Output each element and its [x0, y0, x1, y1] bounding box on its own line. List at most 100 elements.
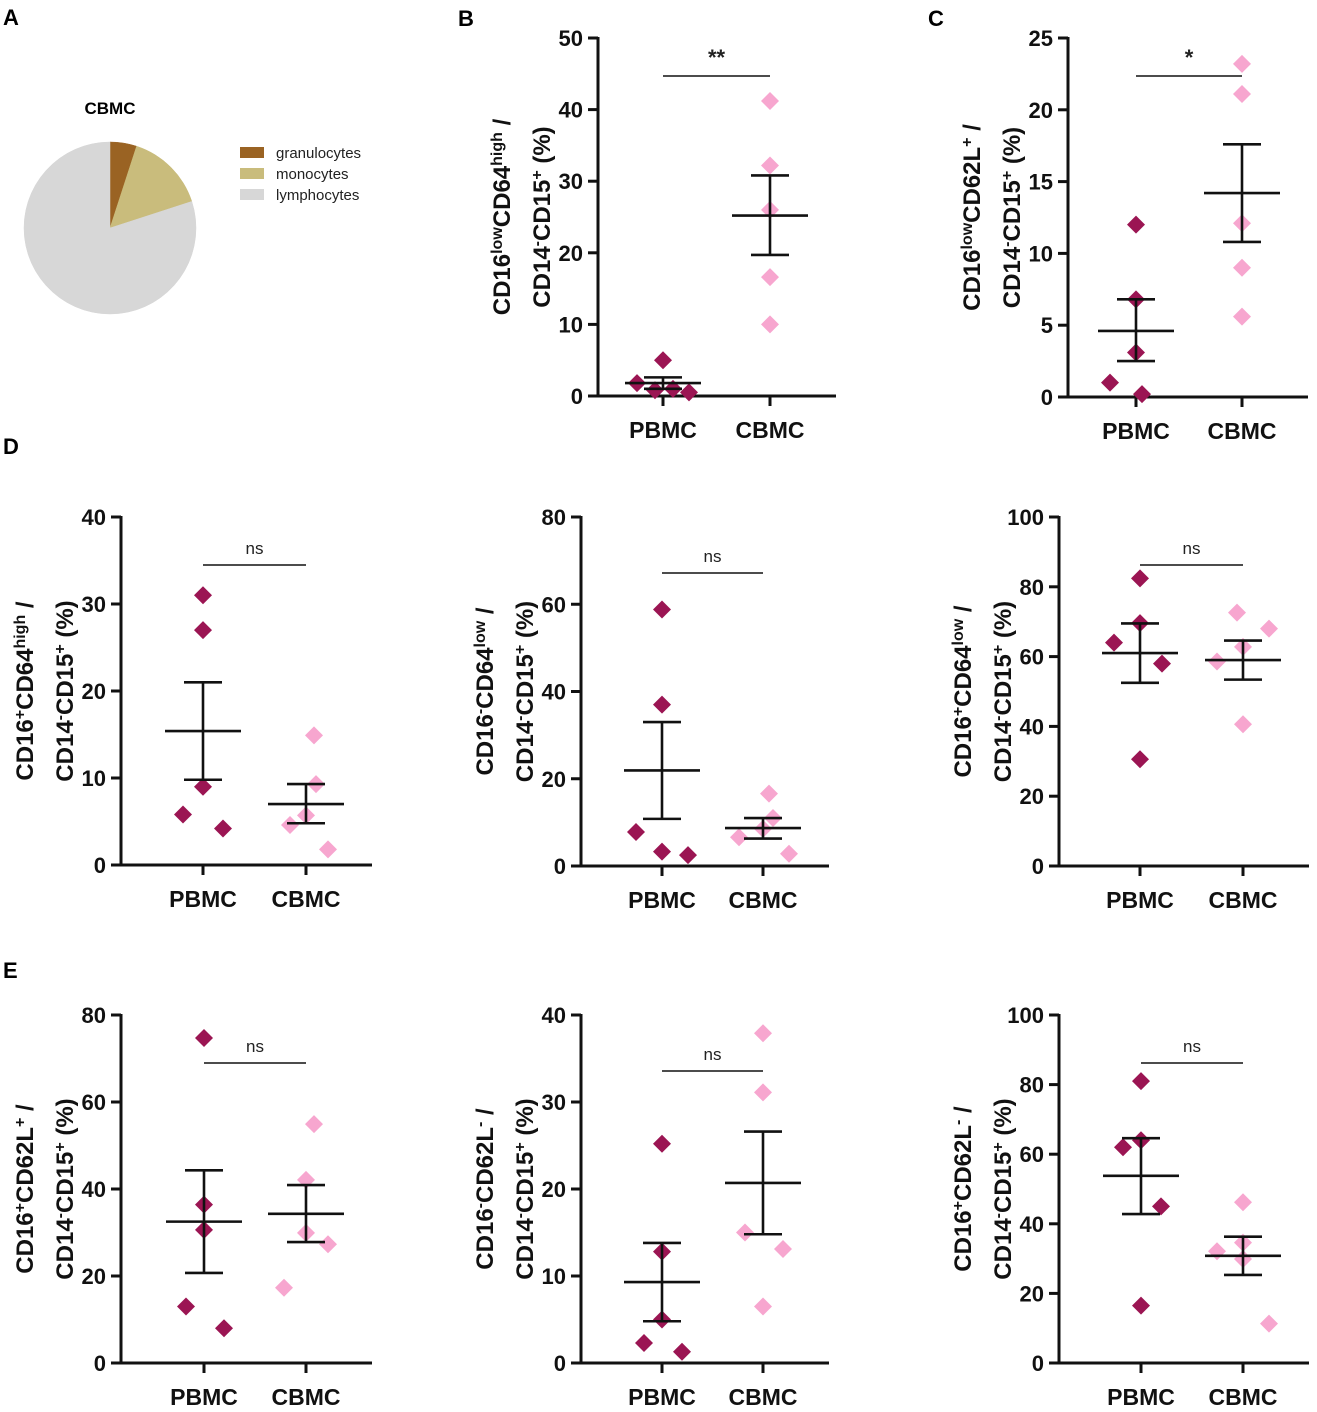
- y-tick-label: 10: [559, 312, 583, 337]
- data-point-pbmc: [635, 1333, 653, 1352]
- legend-swatch-lymphocytes: [240, 189, 264, 200]
- y-axis-label-line: CD14-CD15+ (%): [999, 127, 1027, 308]
- y-axis-label-part: low: [950, 618, 967, 645]
- x-tick-label: PBMC: [1107, 1384, 1175, 1410]
- pie-slice-lymphocytes: [23, 141, 197, 315]
- significance-label: **: [708, 45, 726, 70]
- y-axis-label-part: CD16: [472, 1208, 499, 1269]
- legend-swatch-monocytes: [240, 168, 264, 179]
- y-axis-label-part: CD15: [52, 654, 79, 715]
- data-point-cbmc: [305, 1115, 323, 1134]
- data-point-pbmc: [1101, 373, 1119, 392]
- y-axis-label-part: low: [472, 620, 489, 647]
- y-axis-label-part: +: [512, 1142, 529, 1151]
- y-axis-label-line: CD16-CD62L- /: [472, 1108, 500, 1270]
- x-tick-label: PBMC: [628, 1384, 696, 1410]
- y-axis-label-line: CD14-CD15+ (%): [52, 600, 80, 781]
- data-point-cbmc: [1260, 619, 1278, 638]
- y-axis-label-part: -: [472, 1122, 489, 1127]
- data-point-cbmc: [754, 1024, 772, 1043]
- y-axis-label-part: +: [529, 170, 546, 179]
- x-tick-label: CBMC: [1208, 418, 1277, 444]
- y-tick-label: 40: [1020, 1212, 1044, 1237]
- y-tick-label: 40: [542, 1003, 566, 1028]
- y-axis-label-part: -: [990, 716, 1007, 721]
- data-point-pbmc: [627, 822, 645, 841]
- data-point-cbmc: [761, 156, 779, 175]
- data-point-pbmc: [1105, 633, 1123, 652]
- data-point-pbmc: [195, 1029, 213, 1048]
- y-tick-label: 10: [542, 1264, 566, 1289]
- y-tick-label: 40: [559, 98, 583, 123]
- y-tick-label: 25: [1029, 26, 1053, 51]
- y-axis-label-part: +: [512, 645, 529, 654]
- y-tick-label: 80: [1020, 575, 1044, 600]
- x-tick-label: PBMC: [1106, 887, 1174, 913]
- y-axis-label-part: /: [472, 607, 499, 621]
- x-tick-label: CBMC: [272, 1384, 341, 1410]
- y-axis-label-part: CD64: [489, 165, 516, 227]
- data-point-cbmc: [761, 315, 779, 334]
- y-axis-label-line: CD14-CD15+ (%): [512, 1098, 540, 1279]
- y-tick-label: 20: [559, 241, 583, 266]
- data-point-pbmc: [680, 383, 698, 402]
- y-axis-label-part: CD15: [990, 654, 1017, 715]
- y-axis-label-part: CD14: [990, 1218, 1017, 1280]
- x-tick-label: PBMC: [1102, 418, 1170, 444]
- y-axis-label-part: +: [52, 1142, 69, 1151]
- y-tick-label: 20: [542, 1177, 566, 1202]
- y-axis-label-part: (%): [990, 601, 1017, 645]
- y-tick-label: 0: [571, 384, 583, 409]
- panel-label: D: [3, 434, 19, 459]
- pie-chart: A CBMC granulocytes monocytes lymphocytes: [3, 5, 361, 315]
- y-axis-label-part: (%): [529, 126, 556, 170]
- data-point-cbmc: [754, 1297, 772, 1316]
- y-tick-label: 0: [94, 1351, 106, 1376]
- legend-label-monocytes: monocytes: [276, 166, 349, 183]
- data-point-cbmc: [1208, 1242, 1226, 1261]
- legend-label-lymphocytes: lymphocytes: [276, 187, 359, 204]
- y-tick-label: 0: [1032, 854, 1044, 879]
- data-point-cbmc: [1208, 652, 1226, 671]
- x-tick-label: CBMC: [1209, 1384, 1278, 1410]
- data-point-cbmc: [1260, 1314, 1278, 1333]
- y-tick-label: 60: [1020, 1142, 1044, 1167]
- data-point-pbmc: [679, 846, 697, 865]
- y-axis-label-part: CD16: [950, 716, 977, 777]
- significance-label: ns: [704, 1045, 722, 1064]
- y-tick-label: 40: [1020, 714, 1044, 739]
- y-axis-label-line: CD16lowCD64high /: [489, 118, 517, 315]
- y-axis-label-part: CD62L: [12, 1127, 39, 1203]
- panel-label: C: [928, 6, 944, 31]
- y-axis-label-part: (%): [512, 1098, 539, 1142]
- data-point-cbmc: [1233, 85, 1251, 104]
- panel-label: A: [3, 5, 19, 30]
- data-point-cbmc: [1233, 307, 1251, 326]
- data-point-pbmc: [1131, 750, 1149, 769]
- y-axis-label-part: +: [950, 1201, 967, 1210]
- data-point-cbmc: [319, 840, 337, 859]
- data-point-pbmc: [214, 819, 232, 838]
- data-point-cbmc: [1233, 54, 1251, 73]
- y-axis-label-part: /: [489, 118, 516, 132]
- data-point-pbmc: [177, 1297, 195, 1316]
- significance-label: ns: [246, 1037, 264, 1056]
- y-axis-label-part: CD16: [959, 250, 986, 311]
- y-axis-label-part: CD62L: [959, 147, 986, 223]
- x-tick-label: PBMC: [629, 417, 697, 443]
- y-tick-label: 20: [542, 767, 566, 792]
- data-point-pbmc: [1132, 1296, 1150, 1315]
- y-tick-label: 5: [1041, 313, 1053, 338]
- x-tick-label: CBMC: [729, 887, 798, 913]
- x-tick-label: CBMC: [736, 417, 805, 443]
- data-point-cbmc: [736, 1223, 754, 1242]
- data-point-pbmc: [174, 805, 192, 824]
- y-axis-label-part: CD16: [489, 254, 516, 315]
- y-axis-label-part: (%): [52, 600, 79, 644]
- panel-label: B: [458, 6, 474, 31]
- y-axis-label-part: -: [950, 1120, 967, 1125]
- legend-swatch-granulocytes: [240, 147, 264, 158]
- y-axis-label-part: -: [472, 1203, 489, 1208]
